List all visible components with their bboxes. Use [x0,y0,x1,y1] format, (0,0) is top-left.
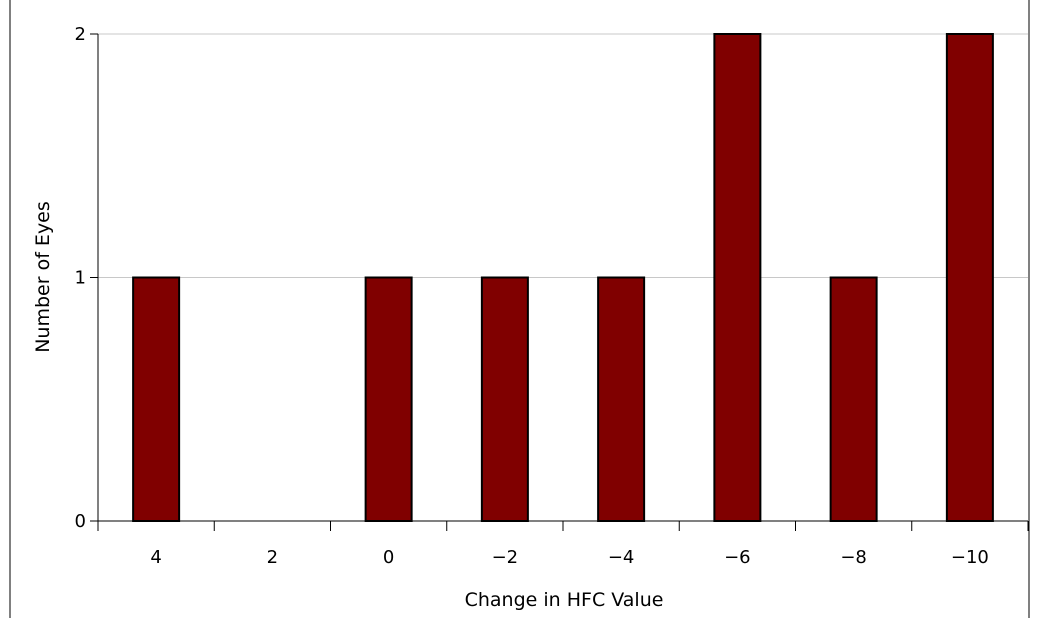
x-tick-label: 4 [150,547,161,568]
bar [714,34,760,521]
x-tick-label: 0 [383,547,394,568]
x-axis-title: Change in HFC Value [465,589,664,611]
y-tick-label: 0 [75,511,86,532]
x-tick-label: −6 [724,547,751,568]
x-tick-label: −10 [951,547,989,568]
y-tick-label: 2 [75,24,86,45]
x-tick-label: −4 [608,547,635,568]
gridlines [98,34,1028,278]
y-axis-title: Number of Eyes [32,201,54,353]
axes [90,34,1028,531]
x-tick-label: −2 [492,547,519,568]
y-tick-label: 1 [75,268,86,289]
bar [947,34,993,521]
bar [482,278,528,522]
bar [133,278,179,522]
x-tick-label: −8 [840,547,867,568]
x-tick-label: 2 [267,547,278,568]
bar [598,278,644,522]
bar [366,278,412,522]
bar [831,278,877,522]
